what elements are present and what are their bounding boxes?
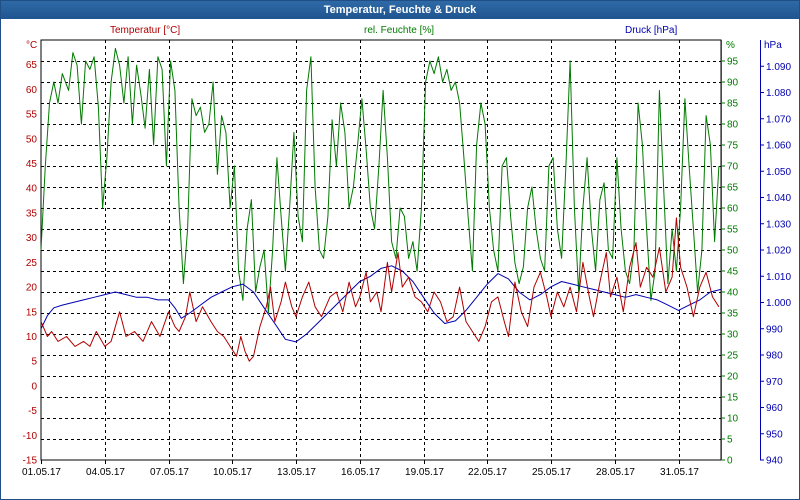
temperature-tick-label: 20 xyxy=(26,283,38,294)
pressure-tick-label: 1.040 xyxy=(766,193,791,204)
humidity-unit-label: % xyxy=(726,40,735,51)
humidity-tick-label: 35 xyxy=(727,309,739,320)
humidity-tick-label: 90 xyxy=(727,78,739,89)
humidity-tick-label: 70 xyxy=(727,162,739,173)
pressure-unit-label: hPa xyxy=(764,40,782,51)
humidity-tick-label: 25 xyxy=(727,351,739,362)
humidity-tick-label: 40 xyxy=(727,288,739,299)
temperature-tick-label: -5 xyxy=(28,406,37,417)
humidity-tick-label: 50 xyxy=(727,246,739,257)
temperature-tick-label: 40 xyxy=(26,184,38,195)
humidity-tick-label: 85 xyxy=(727,99,739,110)
pressure-tick-label: 1.070 xyxy=(766,114,791,125)
temperature-tick-label: 15 xyxy=(26,307,38,318)
temperature-tick-label: 35 xyxy=(26,208,38,219)
humidity-tick-label: 5 xyxy=(727,435,733,446)
series-lines xyxy=(40,47,722,362)
temperature-tick-label: 30 xyxy=(26,233,38,244)
x-tick-label: 16.05.17 xyxy=(341,467,380,478)
pressure-tick-label: 1.020 xyxy=(766,246,791,257)
temperature-tick-label: 45 xyxy=(26,159,38,170)
pressure-tick-label: 1.050 xyxy=(766,167,791,178)
x-tick-label: 31.05.17 xyxy=(660,467,699,478)
humidity-tick-label: 45 xyxy=(727,267,739,278)
pressure-tick-label: 980 xyxy=(766,351,783,362)
x-tick-label: 07.05.17 xyxy=(150,467,189,478)
temperature-tick-label: 10 xyxy=(26,332,38,343)
grid xyxy=(40,39,722,461)
temperature-tick-label: 60 xyxy=(26,85,38,96)
temperature-series-label: Temperatur [°C] xyxy=(110,25,180,36)
pressure-tick-label: 950 xyxy=(766,429,783,440)
x-tick-label: 19.05.17 xyxy=(405,467,444,478)
temperature-tick-label: 55 xyxy=(26,110,38,121)
temperature-tick-label: 5 xyxy=(31,357,37,368)
humidity-tick-label: 60 xyxy=(727,204,739,215)
temperature-series-line xyxy=(40,217,720,362)
humidity-tick-label: 15 xyxy=(727,393,739,404)
temperature-tick-label: 25 xyxy=(26,258,38,269)
humidity-tick-label: 20 xyxy=(727,372,739,383)
axes: 01.05.17 04.05.17 07.05.17 10.05.17 13.05.17… xyxy=(22,40,791,478)
pressure-tick-label: 970 xyxy=(766,377,783,388)
humidity-tick-label: 95 xyxy=(727,57,739,68)
x-tick-label: 28.05.17 xyxy=(596,467,635,478)
x-tick-label: 22.05.17 xyxy=(468,467,507,478)
pressure-tick-label: 940 xyxy=(766,456,783,467)
pressure-tick-label: 990 xyxy=(766,324,783,335)
x-tick-label: 10.05.17 xyxy=(213,467,252,478)
pressure-tick-label: 1.080 xyxy=(766,88,791,99)
humidity-tick-label: 80 xyxy=(727,120,739,131)
pressure-tick-label: 1.010 xyxy=(766,272,791,283)
pressure-series-line xyxy=(40,265,722,343)
humidity-tick-label: 10 xyxy=(727,414,739,425)
temperature-tick-label: -10 xyxy=(23,431,38,442)
humidity-series-label: rel. Feuchte [%] xyxy=(364,25,434,36)
temperature-tick-label: 50 xyxy=(26,134,38,145)
humidity-tick-label: 0 xyxy=(727,456,733,467)
humidity-tick-label: 65 xyxy=(727,183,739,194)
x-tick-label: 13.05.17 xyxy=(277,467,316,478)
pressure-tick-label: 960 xyxy=(766,403,783,414)
pressure-series-label: Druck [hPa] xyxy=(625,25,677,36)
humidity-tick-label: 55 xyxy=(727,225,739,236)
pressure-tick-label: 1.090 xyxy=(766,62,791,73)
x-tick-label: 25.05.17 xyxy=(532,467,571,478)
x-tick-label: 04.05.17 xyxy=(86,467,125,478)
humidity-series-line xyxy=(40,47,720,314)
temperature-tick-label: 65 xyxy=(26,60,38,71)
pressure-tick-label: 1.030 xyxy=(766,219,791,230)
temperature-tick-label: 0 xyxy=(31,381,37,392)
pressure-tick-label: 1.000 xyxy=(766,298,791,309)
humidity-tick-label: 75 xyxy=(727,141,739,152)
x-tick-label: 01.05.17 xyxy=(22,467,61,478)
temperature-tick-label: -15 xyxy=(23,456,38,467)
pressure-tick-label: 1.060 xyxy=(766,141,791,152)
window-title: Temperatur, Feuchte & Druck xyxy=(1,1,799,19)
humidity-tick-label: 30 xyxy=(727,330,739,341)
temperature-unit-label: °C xyxy=(26,40,37,51)
